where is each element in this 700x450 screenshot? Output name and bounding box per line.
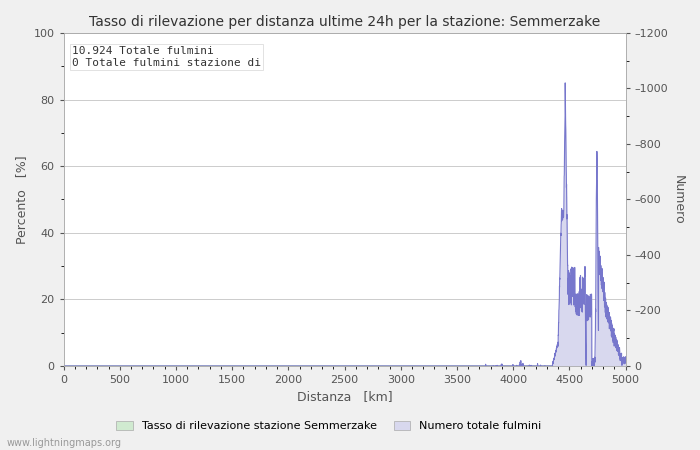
Title: Tasso di rilevazione per distanza ultime 24h per la stazione: Semmerzake: Tasso di rilevazione per distanza ultime… xyxy=(89,15,600,29)
Text: www.lightningmaps.org: www.lightningmaps.org xyxy=(7,438,122,448)
Text: 10.924 Totale fulmini
0 Totale fulmini stazione di: 10.924 Totale fulmini 0 Totale fulmini s… xyxy=(72,46,261,68)
Y-axis label: Numero: Numero xyxy=(672,175,685,224)
X-axis label: Distanza   [km]: Distanza [km] xyxy=(297,391,393,404)
Legend: Tasso di rilevazione stazione Semmerzake, Numero totale fulmini: Tasso di rilevazione stazione Semmerzake… xyxy=(112,416,546,436)
Y-axis label: Percento   [%]: Percento [%] xyxy=(15,155,28,244)
